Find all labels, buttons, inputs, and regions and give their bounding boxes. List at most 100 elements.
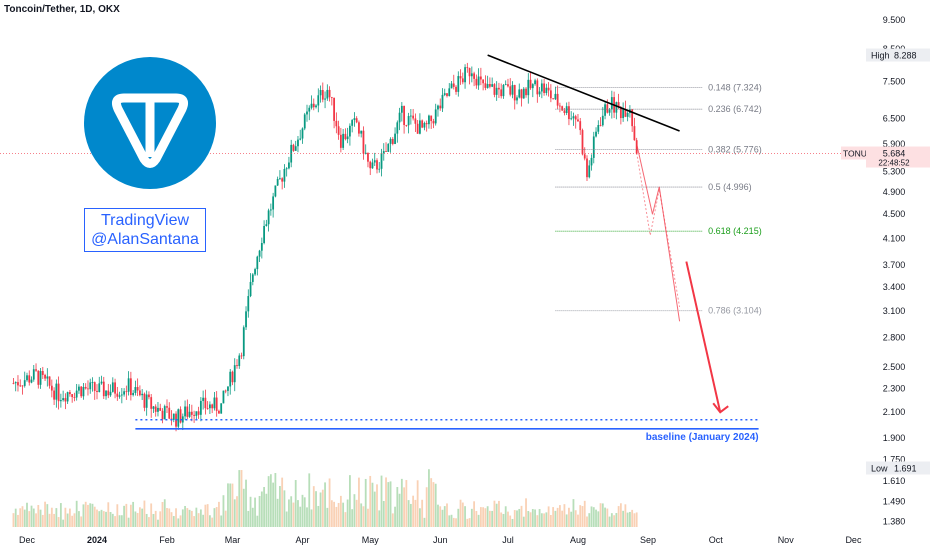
- candle-body: [202, 397, 205, 401]
- volume-bar: [152, 513, 155, 527]
- candle-body: [294, 146, 297, 151]
- volume-bar: [19, 508, 22, 527]
- volume-bar: [498, 500, 500, 527]
- volume-bar: [281, 477, 284, 527]
- candle-body: [245, 311, 247, 328]
- volume-bar: [631, 509, 634, 527]
- candle-body: [477, 76, 480, 86]
- candle-body: [215, 397, 218, 411]
- volume-bar: [486, 506, 489, 527]
- candle-body: [89, 382, 92, 390]
- volume-bar: [333, 501, 335, 527]
- candle-body: [396, 122, 399, 134]
- candle-body: [382, 151, 385, 154]
- volume-bar: [428, 469, 430, 527]
- volume-bar: [272, 482, 275, 527]
- candle-body: [267, 210, 270, 225]
- candle-body: [220, 403, 223, 414]
- price-axis: 9.5008.5007.5006.5005.9005.3004.9004.500…: [841, 15, 930, 526]
- volume-bar: [233, 499, 236, 527]
- volume-bar: [622, 510, 625, 527]
- volume-bar: [157, 519, 159, 527]
- volume-bar: [154, 510, 157, 527]
- symbol-badge-label: TONUSDT: [843, 149, 884, 159]
- volume-bar: [324, 482, 326, 527]
- candle-body: [570, 118, 573, 120]
- volume-bar: [495, 503, 498, 527]
- candle-body: [362, 130, 365, 154]
- candle-body: [534, 80, 536, 85]
- volume-bar: [403, 487, 405, 527]
- volume-bar: [23, 509, 26, 527]
- volume-bar: [500, 512, 503, 527]
- candle-body: [105, 390, 107, 397]
- volume-bar: [267, 476, 270, 527]
- volume-bar: [459, 499, 462, 527]
- volume-bar: [337, 502, 340, 527]
- candle-body: [407, 116, 410, 126]
- forecast-arrow: [685, 261, 722, 413]
- candle-body: [403, 105, 405, 125]
- volume-bar: [202, 514, 205, 527]
- candle-body: [181, 416, 184, 423]
- volume-bar: [177, 518, 180, 527]
- candle-body: [242, 327, 245, 357]
- candle-body: [387, 143, 390, 152]
- volume-bar: [82, 504, 85, 527]
- candle-body: [428, 115, 430, 125]
- volume-bar: [28, 511, 31, 527]
- volume-bar: [468, 518, 471, 527]
- volume-bar: [109, 512, 112, 527]
- high-value: 8.288: [894, 51, 917, 61]
- volume-bar: [209, 515, 211, 527]
- volume-bar: [80, 516, 83, 527]
- candle-body: [312, 103, 315, 108]
- resistance-trendline: [487, 54, 680, 132]
- candle-body: [441, 94, 444, 109]
- candle-body: [134, 387, 137, 393]
- volume-bar: [554, 510, 557, 527]
- candle-body: [563, 110, 566, 113]
- candle-body: [337, 126, 340, 135]
- price-tick-label: 6.500: [883, 114, 906, 124]
- volume-bar: [414, 499, 417, 527]
- volume-bar: [107, 502, 110, 527]
- time-tick-label: Oct: [709, 535, 724, 545]
- volume-bar: [511, 518, 514, 527]
- volume-bar: [358, 477, 360, 527]
- candle-body: [360, 130, 363, 134]
- volume-bar: [326, 507, 329, 527]
- candle-body: [111, 382, 114, 392]
- candle-body: [69, 392, 71, 395]
- volume-bar: [317, 505, 320, 527]
- candle-body: [269, 209, 272, 211]
- candle-body: [285, 168, 288, 170]
- volume-bar: [446, 503, 448, 527]
- volume-bar: [441, 509, 444, 527]
- volume-bar: [434, 483, 437, 527]
- volume-bar: [175, 508, 177, 527]
- candle-body: [48, 376, 51, 386]
- candle-body: [385, 151, 387, 152]
- volume-bar: [369, 475, 372, 527]
- candle-body: [425, 123, 428, 125]
- candle-body: [531, 84, 534, 89]
- candle-body: [581, 130, 584, 155]
- candle-body: [527, 79, 530, 96]
- time-tick-label: Nov: [778, 535, 795, 545]
- volume-bar: [274, 473, 277, 527]
- candle-body: [57, 383, 60, 402]
- candle-body: [588, 165, 591, 178]
- candle-body: [565, 106, 568, 113]
- candle-body: [633, 126, 636, 141]
- candle-body: [91, 382, 94, 383]
- volume-bar: [39, 509, 42, 527]
- volume-bar: [477, 514, 480, 527]
- volume-bar: [385, 477, 387, 527]
- volume-bar: [617, 506, 620, 527]
- time-tick-label: Dec: [19, 535, 36, 545]
- volume-bar: [407, 500, 410, 527]
- volume-bar: [193, 516, 195, 527]
